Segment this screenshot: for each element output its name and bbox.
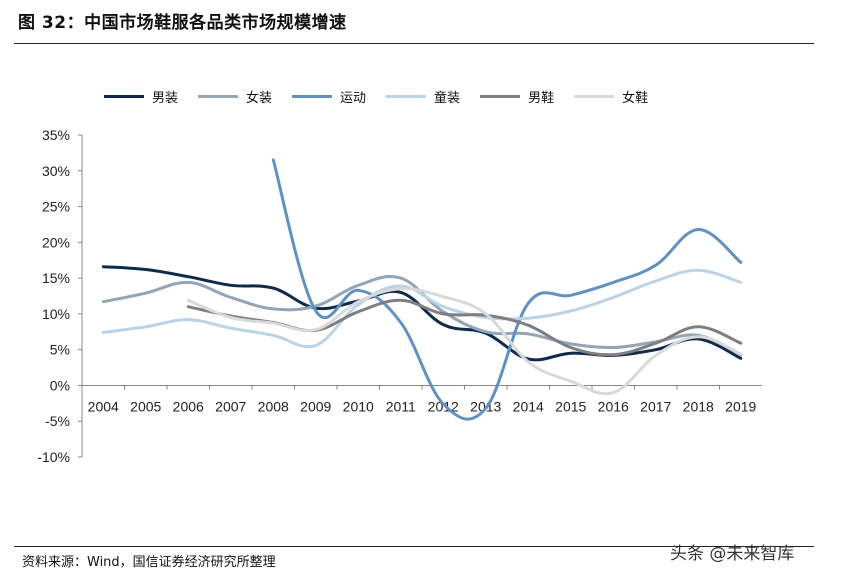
legend-item: 男鞋 [480, 87, 554, 106]
x-tick-label: 2006 [173, 398, 204, 414]
y-tick-label: -10% [37, 449, 70, 465]
series-line-6 [186, 287, 743, 396]
legend-label: 男装 [152, 90, 179, 106]
x-tick-label: 2008 [258, 398, 289, 414]
x-tick-label: 2015 [555, 398, 586, 414]
title-divider [14, 43, 814, 44]
legend-item: 女鞋 [574, 87, 648, 106]
legend-swatch [574, 94, 615, 98]
y-tick-label: 15% [42, 270, 70, 286]
legend-swatch [480, 94, 521, 98]
y-tick-label: 0% [50, 377, 70, 393]
y-tick-label: 20% [42, 234, 70, 250]
legend-item: 运动 [292, 87, 366, 106]
x-tick-label: 2019 [725, 398, 756, 414]
legend-swatch [198, 94, 239, 98]
source-note: 资料来源：Wind，国信证券经济研究所整理 [22, 555, 276, 570]
x-tick-label: 2010 [343, 398, 374, 414]
legend-item: 男装 [104, 87, 178, 106]
legend-swatch [386, 94, 427, 98]
source-divider [14, 546, 814, 547]
x-tick-label: 2004 [88, 398, 119, 414]
x-tick-label: 2016 [598, 398, 629, 414]
y-tick-label: 35% [42, 127, 70, 143]
x-tick-label: 2005 [130, 398, 161, 414]
y-tick-label: 5% [50, 342, 70, 358]
y-tick-label: 30% [42, 163, 70, 179]
y-tick-label: -5% [45, 413, 70, 429]
series-line-3 [271, 158, 743, 421]
series-line-4 [101, 268, 743, 349]
x-tick-label: 2018 [683, 398, 714, 414]
watermark: 头条 @未来智库 [670, 544, 795, 564]
legend-label: 运动 [340, 90, 367, 106]
x-tick-label: 2009 [300, 398, 331, 414]
x-tick-label: 2017 [640, 398, 671, 414]
x-tick-label: 2007 [215, 398, 246, 414]
legend-label: 女装 [246, 90, 273, 106]
series-line-2 [101, 274, 743, 357]
legend-label: 童装 [434, 90, 461, 106]
x-tick-label: 2011 [386, 398, 416, 414]
legend-label: 女鞋 [622, 90, 649, 106]
chart-title: 图 32：中国市场鞋服各品类市场规模增速 [18, 13, 347, 33]
legend-swatch [104, 94, 144, 98]
legend-swatch [292, 94, 333, 98]
chart-legend: 男装 女装 运动 童装 男鞋 女鞋 [104, 86, 668, 106]
x-tick-label: 2014 [513, 398, 544, 414]
y-tick-label: 10% [42, 306, 70, 322]
legend-item: 女装 [198, 87, 272, 106]
y-tick-label: 25% [42, 199, 70, 215]
legend-item: 童装 [386, 87, 460, 106]
legend-label: 男鞋 [528, 90, 555, 106]
